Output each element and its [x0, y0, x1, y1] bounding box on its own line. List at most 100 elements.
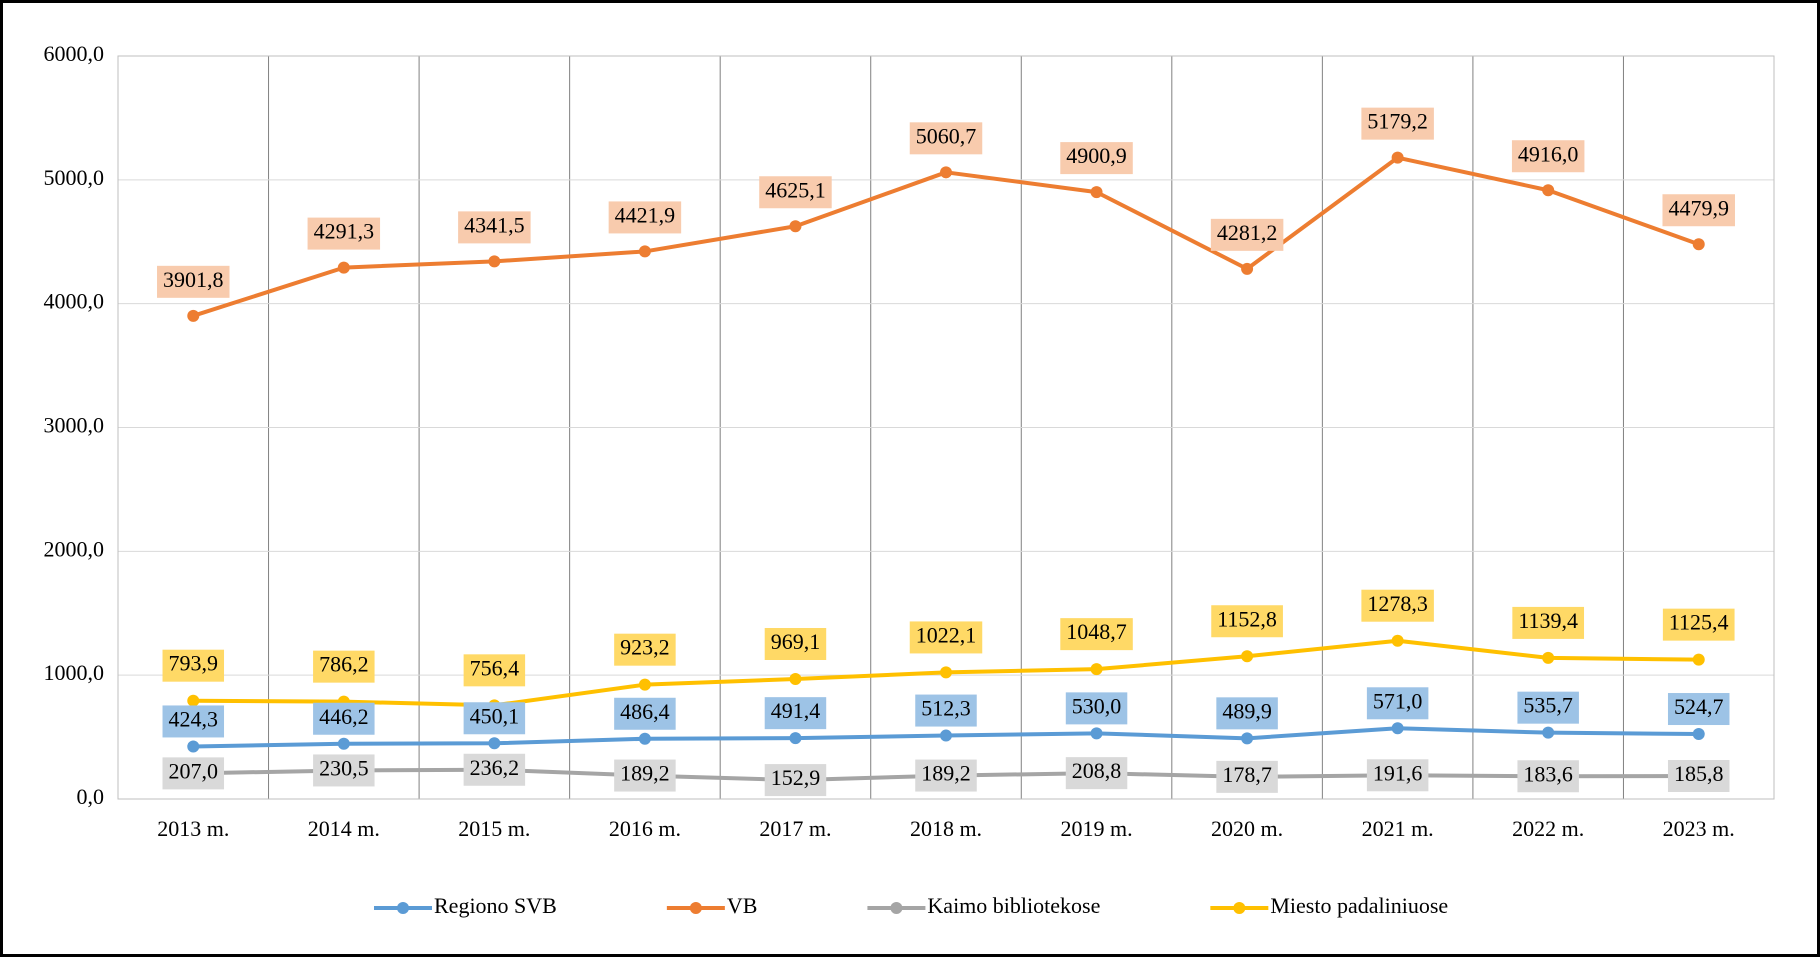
point: [1090, 663, 1103, 676]
x-tick-label: 2013 m.: [157, 816, 229, 841]
label-bg: [1366, 687, 1429, 720]
point: [1391, 151, 1404, 164]
x-tick-label: 2016 m.: [609, 816, 681, 841]
label-bg: [1512, 606, 1585, 639]
legend-marker: [890, 902, 903, 914]
label-bg: [313, 650, 375, 683]
point: [337, 261, 350, 274]
point: [1241, 732, 1254, 745]
point: [1241, 650, 1254, 663]
point: [940, 666, 952, 679]
plot-border: [117, 55, 1775, 800]
data-label: 1022,1: [916, 622, 977, 647]
y-tick-label: 1000,0: [44, 660, 105, 685]
point: [940, 729, 952, 742]
point: [1542, 651, 1555, 664]
point: [1692, 728, 1705, 741]
label-bg: [1211, 605, 1283, 638]
data-label: 491,4: [771, 698, 821, 723]
label-bg: [162, 757, 225, 790]
point: [488, 255, 501, 268]
data-label: 183,6: [1523, 761, 1573, 786]
label-bg: [915, 694, 977, 727]
data-label: 4341,5: [464, 212, 525, 237]
data-label: 152,9: [771, 765, 821, 790]
point: [789, 732, 802, 745]
x-tick-label: 2022 m.: [1512, 816, 1584, 841]
data-label: 208,8: [1072, 758, 1122, 783]
label-bg: [1060, 142, 1133, 175]
point: [1692, 238, 1705, 251]
data-label: 969,1: [771, 629, 821, 654]
label-bg: [1662, 194, 1735, 227]
label-bg: [764, 697, 827, 730]
data-label: 450,1: [470, 703, 520, 728]
y-tick-label: 6000,0: [44, 41, 105, 66]
point: [638, 732, 651, 745]
label-bg: [1511, 140, 1585, 173]
data-label: 4916,0: [1518, 141, 1579, 166]
x-tick-label: 2023 m.: [1663, 816, 1735, 841]
label-bg: [608, 201, 682, 234]
data-label: 189,2: [620, 761, 670, 786]
label-bg: [463, 702, 526, 735]
point: [638, 245, 651, 258]
x-tick-label: 2015 m.: [458, 816, 530, 841]
x-tick-label: 2020 m.: [1211, 816, 1283, 841]
legend-marker: [689, 902, 702, 914]
point: [1241, 262, 1254, 275]
label-bg: [1065, 692, 1128, 725]
y-tick-label: 2000,0: [44, 536, 105, 561]
legend-label: VB: [727, 893, 758, 918]
point: [337, 737, 350, 750]
data-label: 4291,3: [314, 219, 375, 244]
label-bg: [1210, 218, 1284, 251]
label-bg: [458, 211, 531, 244]
label-bg: [1065, 757, 1128, 790]
data-label: 1152,8: [1217, 606, 1277, 631]
label-bg: [909, 122, 983, 155]
legend-label: Regiono SVB: [434, 893, 557, 918]
data-label: 189,2: [921, 761, 971, 786]
data-label: 1139,4: [1518, 608, 1578, 633]
data-label: 535,7: [1523, 693, 1573, 718]
label-bg: [1667, 693, 1730, 726]
data-label: 185,8: [1674, 761, 1724, 786]
label-bg: [157, 265, 230, 298]
point: [1542, 726, 1555, 739]
label-bg: [313, 702, 375, 735]
label-bg: [463, 654, 526, 687]
data-label: 571,0: [1373, 688, 1423, 713]
x-tick-label: 2021 m.: [1362, 816, 1434, 841]
data-label: 446,2: [319, 704, 369, 729]
data-label: 4900,9: [1066, 143, 1127, 168]
point: [1391, 722, 1404, 735]
point: [940, 166, 952, 179]
x-tick-label: 2017 m.: [759, 816, 831, 841]
data-label: 512,3: [921, 696, 971, 721]
data-label: 4479,9: [1668, 195, 1729, 220]
label-bg: [1060, 618, 1133, 651]
label-bg: [1667, 759, 1730, 792]
data-label: 236,2: [470, 755, 520, 780]
label-bg: [1216, 697, 1278, 730]
data-label: 793,9: [169, 651, 219, 676]
legend-label: Kaimo bibliotekose: [927, 893, 1100, 918]
label-bg: [313, 754, 375, 787]
point: [1391, 634, 1404, 647]
data-label: 486,4: [620, 699, 670, 724]
point: [789, 220, 802, 233]
point: [1692, 653, 1705, 666]
point: [789, 672, 802, 685]
data-label: 230,5: [319, 756, 369, 781]
data-label: 756,4: [470, 655, 520, 680]
data-label: 178,7: [1222, 762, 1272, 787]
data-label: 489,9: [1222, 698, 1272, 723]
data-label: 5060,7: [916, 123, 977, 148]
data-label: 524,7: [1674, 694, 1724, 719]
y-tick-label: 4000,0: [44, 289, 105, 314]
data-label: 786,2: [319, 652, 369, 677]
data-label: 1278,3: [1367, 591, 1428, 616]
